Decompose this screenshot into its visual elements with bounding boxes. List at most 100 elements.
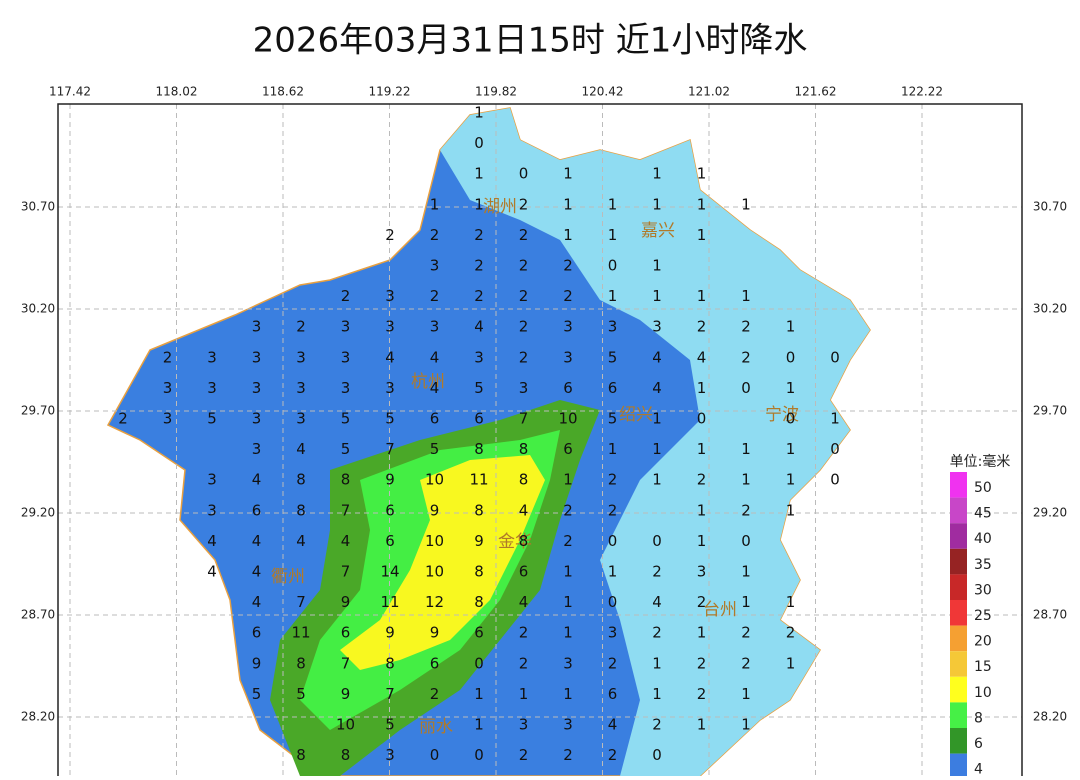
station-value: 2 [118, 410, 128, 428]
rainstorm-area [340, 455, 545, 670]
latitude-label: 30.70 [21, 200, 55, 214]
station-value: 0 [519, 165, 529, 183]
station-value: 6 [474, 624, 484, 642]
longitude-label: 120.42 [582, 85, 624, 99]
longitude-label: 118.02 [156, 85, 198, 99]
legend-label: 20 [974, 634, 992, 650]
station-value: 14 [380, 563, 399, 581]
station-value: 2 [519, 257, 529, 275]
station-value: 12 [425, 593, 444, 611]
station-value: 1 [786, 654, 796, 672]
station-value: 4 [296, 440, 306, 458]
longitude-label: 117.42 [49, 85, 91, 99]
station-value: 3 [608, 318, 618, 336]
station-value: 0 [430, 746, 440, 764]
station-value: 5 [296, 685, 306, 703]
station-value: 5 [207, 410, 217, 428]
station-value: 1 [563, 563, 573, 581]
station-value: 2 [163, 348, 173, 366]
grid [58, 104, 1022, 776]
station-value: 6 [563, 440, 573, 458]
station-value: 6 [341, 624, 351, 642]
station-value: 8 [296, 654, 306, 672]
station-value: 3 [430, 257, 440, 275]
station-value: 2 [430, 226, 440, 244]
latitude-label: 28.70 [1033, 608, 1067, 622]
station-value: 0 [830, 471, 840, 489]
station-value: 2 [608, 471, 618, 489]
station-value: 1 [697, 195, 707, 213]
station-value: 0 [652, 532, 662, 550]
stations: 101 0 1 1 11 1 2 1 1 1 1 12 2 2 2 1 1 13 2 2 2 0 12 3 2 2 2 2 1 1 1 13 2… [118, 104, 840, 764]
station-value: 6 [430, 654, 440, 672]
station-value: 1 [652, 440, 662, 458]
station-value: 3 [563, 654, 573, 672]
station-value: 7 [341, 654, 351, 672]
legend-label: 15 [974, 659, 992, 675]
legend-swatch [950, 548, 967, 575]
station-value: 1 [652, 165, 662, 183]
station-value: 4 [474, 318, 484, 336]
station-value: 11 [469, 471, 488, 489]
station-value: 1 [786, 501, 796, 519]
latitude-label: 28.70 [21, 608, 55, 622]
station-value: 2 [741, 501, 751, 519]
station-value: 0 [474, 654, 484, 672]
station-value: 0 [608, 257, 618, 275]
station-value: 3 [385, 379, 395, 397]
station-value: 7 [296, 593, 306, 611]
city-label: 衢州 [271, 566, 305, 587]
station-value: 0 [474, 134, 484, 152]
station-value: 2 [296, 318, 306, 336]
station-value: 8 [296, 501, 306, 519]
latitude-label: 28.20 [1033, 710, 1067, 724]
station-value: 10 [425, 471, 444, 489]
station-value: 3 [563, 348, 573, 366]
station-value: 5 [385, 410, 395, 428]
station-value: 9 [385, 624, 395, 642]
station-value: 4 [252, 532, 262, 550]
station-value: 8 [519, 532, 529, 550]
legend-label: 25 [974, 608, 992, 624]
city-label: 绍兴 [619, 405, 653, 425]
station-value: 5 [341, 440, 351, 458]
legend-swatch [950, 728, 967, 754]
legend-label: 45 [974, 506, 992, 522]
station-value: 8 [385, 654, 395, 672]
station-value: 5 [252, 685, 262, 703]
station-value: 1 [652, 287, 662, 305]
station-value: 8 [296, 471, 306, 489]
station-value: 4 [519, 593, 529, 611]
station-value: 1 [652, 257, 662, 275]
station-value: 1 [786, 471, 796, 489]
station-value: 1 [697, 716, 707, 734]
station-value: 1 [474, 685, 484, 703]
station-value: 3 [563, 318, 573, 336]
station-value: 1 [741, 563, 751, 581]
station-value: 11 [291, 624, 310, 642]
latitude-label: 30.70 [1033, 200, 1067, 214]
station-value: 3 [207, 471, 217, 489]
station-value: 4 [697, 348, 707, 366]
station-value: 3 [430, 318, 440, 336]
station-value: 3 [252, 440, 262, 458]
longitude-label: 118.62 [262, 85, 304, 99]
station-value: 3 [519, 379, 529, 397]
legend-label: 40 [974, 531, 992, 547]
station-value: 2 [341, 287, 351, 305]
legend-label: 10 [974, 685, 992, 701]
latitude-label: 29.70 [1033, 404, 1067, 418]
legend-swatch [950, 676, 967, 703]
station-value: 2 [519, 348, 529, 366]
station-value: 2 [652, 624, 662, 642]
station-value: 6 [474, 410, 484, 428]
station-value: 11 [380, 593, 399, 611]
station-value: 3 [385, 287, 395, 305]
station-value: 2 [563, 746, 573, 764]
station-value: 3 [207, 348, 217, 366]
station-value: 4 [652, 379, 662, 397]
station-value: 1 [741, 287, 751, 305]
station-value: 3 [341, 379, 351, 397]
station-value: 1 [608, 287, 618, 305]
